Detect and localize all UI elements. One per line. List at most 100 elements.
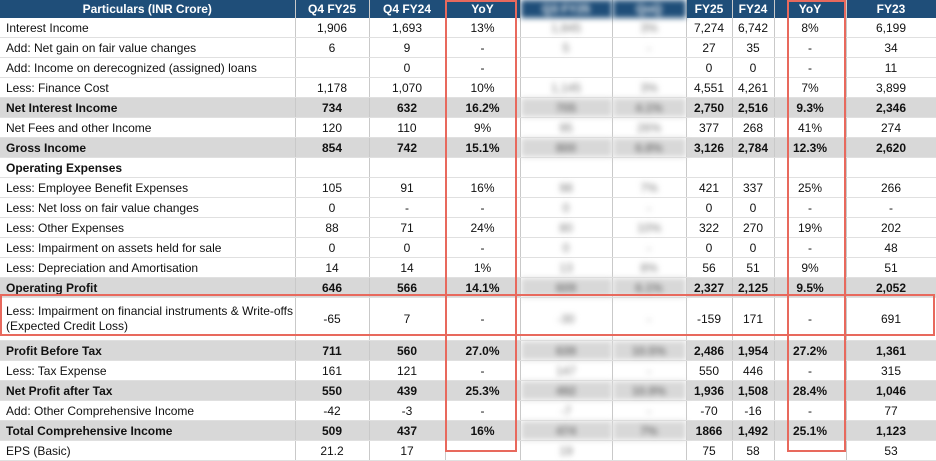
- cell-qoq: -: [612, 37, 687, 58]
- cell-fy25: 3,126: [686, 137, 733, 158]
- cell-fy24: 0: [732, 237, 775, 258]
- cell-fy25: 0: [686, 197, 733, 218]
- cell-fy25: 7,274: [686, 18, 733, 38]
- cell-fy25: 1,936: [686, 380, 733, 401]
- table-row: Net Interest Income 734 632 16.2% 705 4.1% 2,7…: [0, 97, 936, 118]
- table-row: Less: Depreciation and Amortisation 14 14 1…: [0, 257, 936, 278]
- cell-fy23: 34: [846, 37, 936, 58]
- cell-qoq: [612, 57, 687, 78]
- table-row: Add: Other Comprehensive Income -42 -3- -7-…: [0, 400, 936, 421]
- cell-q4fy25: [295, 57, 370, 78]
- cell-fy24: 0: [732, 57, 775, 78]
- cell-q4fy25: 161: [295, 360, 370, 381]
- cell-yoy-quarter: 14.1%: [445, 277, 521, 298]
- cell-q3fy25: 98: [520, 177, 613, 198]
- row-label: Less: Tax Expense: [0, 360, 296, 381]
- cell-qoq: 3%: [612, 77, 687, 98]
- cell-q3fy25: 705: [520, 97, 613, 118]
- cell-fy25: 75: [686, 440, 733, 461]
- cell-q3fy25: -30: [520, 297, 613, 341]
- cell-q4fy24: 566: [369, 277, 446, 298]
- cell-qoq: 6.8%: [612, 137, 687, 158]
- cell-qoq: 26%: [612, 117, 687, 138]
- row-label: Total Comprehensive Income: [0, 420, 296, 441]
- cell-q4fy24: -3: [369, 400, 446, 421]
- cell-yoy-annual: -: [774, 57, 847, 78]
- cell-fy23: 51: [846, 257, 936, 278]
- cell-yoy-annual: -: [774, 197, 847, 218]
- table-row: Profit Before Tax 711 560 27.0% 639 10.5% 2,48…: [0, 340, 936, 361]
- header-q3fy25: Q3 FY25: [520, 0, 613, 18]
- cell-fy23: 266: [846, 177, 936, 198]
- cell-fy23: -: [846, 197, 936, 218]
- header-row: Particulars (INR Crore) Q4 FY25 Q4 FY24 …: [0, 0, 936, 18]
- cell-q3fy25: 5: [520, 37, 613, 58]
- cell-fy24: 1,954: [732, 340, 775, 361]
- cell-yoy-quarter: 16%: [445, 177, 521, 198]
- cell-qoq: -: [612, 400, 687, 421]
- cell-fy23: 1,123: [846, 420, 936, 441]
- cell-fy25: -159: [686, 297, 733, 341]
- row-label: Add: Other Comprehensive Income: [0, 400, 296, 421]
- cell-qoq: 10.9%: [612, 380, 687, 401]
- row-label: Less: Depreciation and Amortisation: [0, 257, 296, 278]
- cell-yoy-quarter: -: [445, 197, 521, 218]
- cell-q4fy24: 91: [369, 177, 446, 198]
- table-row: Less: Net loss on fair value changes 0- -0…: [0, 197, 936, 218]
- cell-q4fy25: -42: [295, 400, 370, 421]
- cell-q4fy24: 71: [369, 217, 446, 238]
- cell-yoy-annual: 28.4%: [774, 380, 847, 401]
- cell-fy25: 0: [686, 57, 733, 78]
- cell-fy24: 2,784: [732, 137, 775, 158]
- cell-qoq: 4.1%: [612, 97, 687, 118]
- cell-q3fy25: 474: [520, 420, 613, 441]
- cell-q4fy24: 1,070: [369, 77, 446, 98]
- cell-yoy-annual: 9.5%: [774, 277, 847, 298]
- cell-q4fy25: 509: [295, 420, 370, 441]
- cell-fy23: [846, 157, 936, 178]
- cell-fy23: 202: [846, 217, 936, 238]
- header-fy23: FY23: [846, 0, 936, 18]
- cell-q4fy24: 632: [369, 97, 446, 118]
- cell-fy25: -70: [686, 400, 733, 421]
- cell-q4fy25: 88: [295, 217, 370, 238]
- cell-fy23: 2,620: [846, 137, 936, 158]
- row-label: Add: Income on derecognized (assigned) l…: [0, 57, 296, 78]
- cell-q4fy25: 854: [295, 137, 370, 158]
- header-yoy-quarter: YoY: [445, 0, 521, 18]
- header-yoy-annual: YoY: [774, 0, 847, 18]
- row-label: Less: Impairment on assets held for sale: [0, 237, 296, 258]
- row-label: Less: Employee Benefit Expenses: [0, 177, 296, 198]
- cell-qoq: -: [612, 360, 687, 381]
- cell-qoq: 7%: [612, 420, 687, 441]
- cell-fy23: 1,361: [846, 340, 936, 361]
- cell-fy25: 421: [686, 177, 733, 198]
- cell-fy25: 2,486: [686, 340, 733, 361]
- cell-yoy-quarter: -: [445, 237, 521, 258]
- table-row: Less: Tax Expense 161 121-147-550 446-315: [0, 360, 936, 381]
- cell-yoy-quarter: 27.0%: [445, 340, 521, 361]
- cell-q3fy25: [520, 57, 613, 78]
- cell-yoy-annual: 12.3%: [774, 137, 847, 158]
- cell-q4fy25: 6: [295, 37, 370, 58]
- cell-yoy-quarter: 24%: [445, 217, 521, 238]
- table-row: Total Comprehensive Income 509 437 16% 474 7%…: [0, 420, 936, 441]
- row-label: EPS (Basic): [0, 440, 296, 461]
- cell-fy23: 3,899: [846, 77, 936, 98]
- cell-yoy-annual: [774, 157, 847, 178]
- cell-fy25: 322: [686, 217, 733, 238]
- cell-q4fy25: 14: [295, 257, 370, 278]
- cell-yoy-annual: -: [774, 360, 847, 381]
- cell-yoy-quarter: 10%: [445, 77, 521, 98]
- table-row: Gross Income 854 742 15.1% 800 6.8% 3,126 2,784…: [0, 137, 936, 158]
- cell-qoq: 7%: [612, 177, 687, 198]
- cell-qoq: -: [612, 237, 687, 258]
- cell-q3fy25: 639: [520, 340, 613, 361]
- cell-yoy-quarter: 1%: [445, 257, 521, 278]
- cell-yoy-quarter: -: [445, 400, 521, 421]
- cell-q3fy25: -7: [520, 400, 613, 421]
- header-particulars: Particulars (INR Crore): [0, 0, 296, 18]
- cell-fy23: 315: [846, 360, 936, 381]
- cell-q4fy24: 9: [369, 37, 446, 58]
- cell-fy23: 691: [846, 297, 936, 341]
